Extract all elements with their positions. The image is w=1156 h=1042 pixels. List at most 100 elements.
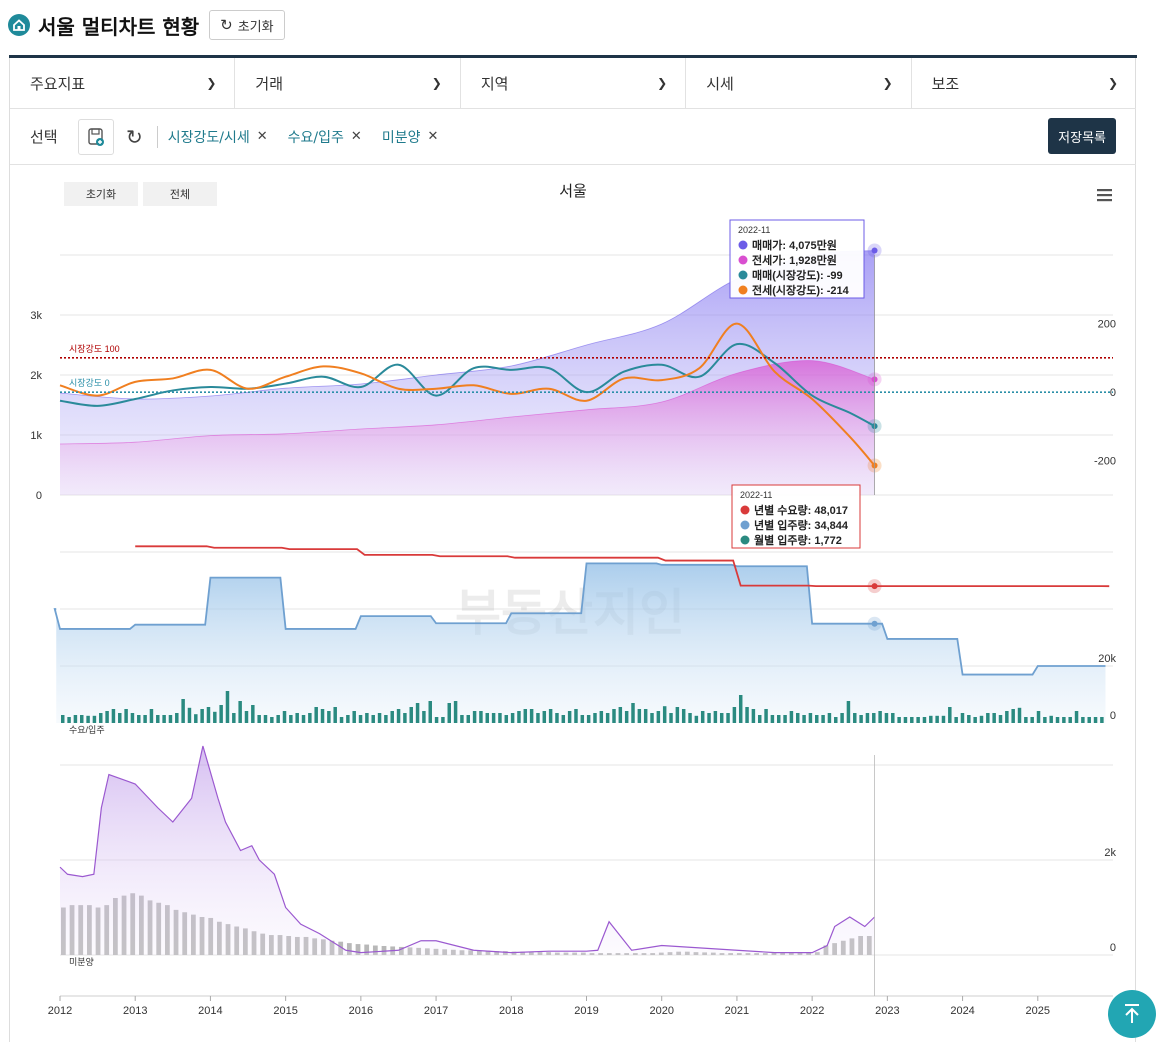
monthly-supply-bar — [118, 713, 122, 723]
monthly-supply-bar — [282, 711, 287, 723]
monthly-supply-bar — [624, 711, 629, 723]
monthly-supply-bar — [504, 715, 509, 723]
left-axis-tick: 3k — [30, 310, 42, 322]
monthly-supply-bar — [491, 713, 496, 723]
monthly-supply-bar — [967, 715, 971, 723]
right-axis-tick: 0 — [1110, 710, 1116, 722]
monthly-supply-bar — [1049, 715, 1053, 723]
monthly-supply-bar — [168, 715, 173, 723]
tooltip-row: 년별 수요량: 48,017 — [754, 503, 848, 517]
monthly-supply-bar — [681, 709, 686, 723]
series-end-marker-0 — [871, 247, 878, 254]
monthly-supply-bar — [232, 713, 236, 723]
monthly-supply-bar — [783, 715, 787, 723]
dropdown-price[interactable]: 시세 ❯ — [686, 58, 912, 108]
chevron-down-icon: ❯ — [657, 76, 668, 90]
monthly-supply-bar — [669, 713, 673, 723]
monthly-supply-bar — [979, 715, 984, 723]
monthly-supply-bar — [498, 713, 502, 723]
price-panel: 0 1k 2k 3k -200 0 200 시장강도 100 시장강도 0 — [30, 243, 1116, 502]
top-divider — [9, 55, 1137, 58]
dropdown-auxiliary[interactable]: 보조 ❯ — [912, 58, 1136, 108]
tag-market-strength[interactable]: 시장강도/시세 ✕ — [168, 127, 268, 147]
arrow-up-icon — [1125, 1004, 1139, 1023]
monthly-supply-bar — [1036, 711, 1041, 723]
monthly-supply-bar — [834, 717, 838, 723]
panel-label: 수요/입주 — [69, 724, 105, 735]
monthly-supply-bar — [181, 699, 185, 723]
monthly-supply-bar — [548, 709, 553, 723]
monthly-supply-bar — [479, 711, 483, 723]
monthly-supply-bar — [796, 713, 800, 723]
monthly-supply-bar — [276, 715, 280, 723]
monthly-supply-bar — [542, 711, 547, 723]
chart-reset-button[interactable]: 초기화 — [64, 182, 138, 206]
close-icon[interactable]: ✕ — [427, 129, 439, 144]
monthly-supply-bar — [352, 711, 356, 723]
monthly-supply-bar — [1011, 709, 1015, 723]
monthly-supply-bar — [92, 715, 97, 723]
monthly-supply-bar — [770, 715, 775, 723]
chart-all-button[interactable]: 전체 — [143, 182, 217, 206]
unsold-bar — [381, 945, 387, 955]
reference-label-0: 시장강도 100 — [69, 344, 120, 354]
dropdown-region[interactable]: 지역 ❯ — [461, 58, 687, 108]
saved-list-button[interactable]: 저장목록 — [1048, 118, 1116, 154]
monthly-supply-bar — [757, 715, 762, 723]
monthly-supply-bar — [707, 713, 711, 723]
monthly-supply-bar — [555, 713, 559, 723]
dropdown-trade[interactable]: 거래 ❯ — [235, 58, 461, 108]
tooltip-row: 전세가: 1,928만원 — [752, 253, 837, 267]
monthly-supply-bar — [156, 715, 160, 723]
monthly-supply-bar — [460, 715, 464, 723]
tag-label: 수요/입주 — [287, 129, 344, 146]
monthly-supply-bar — [910, 717, 914, 723]
x-tick-label: 2021 — [725, 1005, 749, 1017]
monthly-supply-bar — [897, 717, 901, 723]
tag-demand-supply[interactable]: 수요/입주 ✕ — [288, 127, 362, 147]
monthly-supply-bar — [219, 705, 223, 723]
selection-label: 선택 — [30, 128, 58, 146]
monthly-supply-bar — [206, 707, 211, 723]
monthly-supply-bar — [662, 706, 667, 723]
monthly-supply-bar — [840, 713, 844, 723]
monthly-supply-bar — [586, 715, 591, 723]
monthly-supply-bar — [403, 713, 407, 723]
monthly-supply-bar — [333, 707, 337, 723]
unsold-bar — [364, 944, 370, 955]
monthly-supply-bar — [574, 709, 578, 723]
tooltip-row: 년별 입주량: 34,844 — [754, 518, 849, 532]
monthly-supply-bar — [396, 709, 401, 723]
menu-icon[interactable] — [1097, 189, 1112, 202]
monthly-supply-bar — [377, 713, 382, 723]
dropdown-main-indicators[interactable]: 주요지표 ❯ — [10, 58, 236, 108]
reset-button[interactable]: ↻ 초기화 — [209, 10, 285, 40]
x-tick-label: 2020 — [649, 1005, 673, 1017]
monthly-supply-bar — [346, 715, 350, 723]
close-icon[interactable]: ✕ — [350, 129, 362, 144]
x-tick-label: 2024 — [950, 1005, 974, 1017]
monthly-supply-bar — [1055, 717, 1060, 723]
chevron-down-icon: ❯ — [206, 76, 217, 90]
tooltip-dot — [738, 270, 748, 280]
monthly-supply-bar — [327, 711, 331, 723]
home-icon[interactable] — [8, 14, 30, 36]
refresh-selection-icon[interactable]: ↻ — [126, 124, 143, 149]
monthly-supply-bar — [580, 715, 585, 723]
save-chart-button[interactable] — [78, 118, 114, 155]
x-tick-label: 2016 — [349, 1005, 373, 1017]
chevron-down-icon: ❯ — [431, 76, 442, 90]
tooltip-box — [729, 219, 865, 299]
scroll-top-button[interactable] — [1108, 990, 1156, 1038]
monthly-supply-bar — [365, 713, 369, 723]
monthly-supply-bar — [561, 715, 566, 723]
monthly-supply-bar — [941, 715, 946, 723]
monthly-supply-bar — [517, 711, 521, 723]
close-icon[interactable]: ✕ — [256, 129, 268, 144]
monthly-supply-bar — [637, 709, 642, 723]
monthly-supply-bar — [656, 711, 661, 723]
monthly-supply-bar — [99, 713, 103, 723]
tag-unsold[interactable]: 미분양 ✕ — [382, 127, 439, 147]
tag-label: 미분양 — [381, 129, 421, 146]
